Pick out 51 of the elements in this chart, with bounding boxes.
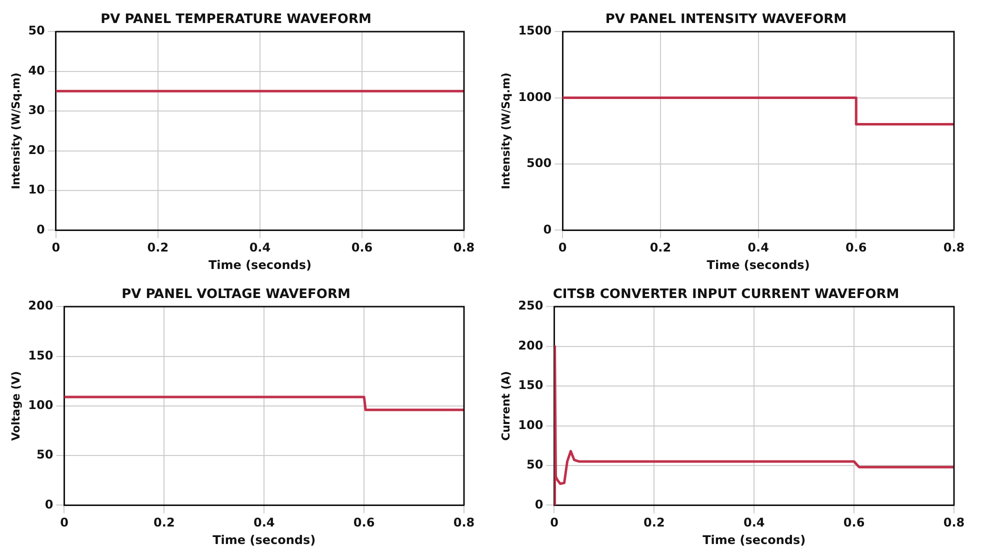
x-tick-label: 0.4	[743, 516, 765, 530]
x-tick-label: 0.6	[843, 516, 865, 530]
x-tick-label: 0.6	[846, 240, 867, 255]
y-axis-title: Voltage (V)	[9, 371, 22, 441]
x-axis-title: Time (seconds)	[706, 258, 810, 272]
y-tick-label: 20	[28, 142, 45, 157]
x-tick-label: 0	[558, 240, 567, 255]
chart-title: CITSB CONVERTER INPUT CURRENT WAVEFORM	[552, 287, 900, 302]
y-tick-label: 150	[518, 378, 544, 392]
y-tick-label: 50	[28, 24, 45, 38]
y-tick-label: 0	[534, 497, 544, 512]
x-tick-label: 0.8	[453, 240, 475, 255]
y-axis-title: Intensity (W/Sq.m)	[9, 72, 22, 190]
y-tick-label: 0	[36, 222, 45, 236]
y-tick-label: 100	[28, 398, 54, 412]
x-tick-label: 0.8	[453, 516, 475, 530]
y-tick-label: 1000	[518, 90, 552, 104]
y-tick-label: 10	[28, 182, 45, 197]
x-tick-label: 0.4	[249, 240, 271, 255]
x-tick-label: 0.2	[644, 516, 665, 530]
x-tick-label: 0.2	[147, 240, 169, 255]
x-tick-label: 0.2	[154, 516, 175, 530]
y-tick-label: 150	[28, 348, 54, 362]
chart-title: PV PANEL VOLTAGE WAVEFORM	[122, 287, 350, 302]
y-tick-label: 50	[36, 448, 54, 462]
y-tick-label: 0	[543, 222, 552, 236]
y-tick-label: 0	[44, 497, 54, 512]
y-tick-label: 200	[28, 298, 54, 313]
x-tick-label: 0.8	[943, 516, 965, 530]
x-tick-label: 0.6	[353, 516, 375, 530]
x-tick-label: 0	[60, 516, 68, 530]
y-tick-label: 500	[526, 156, 552, 170]
y-tick-label: 250	[518, 298, 544, 313]
x-axis-title: Time (seconds)	[212, 532, 316, 547]
x-axis-title: Time (seconds)	[208, 258, 312, 272]
y-axis-title: Intensity (W/Sq.m)	[499, 72, 512, 190]
chart-title: PV PANEL INTENSITY WAVEFORM	[605, 12, 847, 28]
y-tick-label: 40	[28, 63, 45, 78]
y-tick-label: 200	[518, 338, 544, 352]
x-tick-label: 0.6	[351, 240, 373, 255]
y-tick-label: 1500	[518, 24, 552, 38]
x-tick-label: 0.8	[943, 240, 965, 255]
x-tick-label: 0.4	[748, 240, 769, 255]
y-tick-label: 30	[28, 103, 45, 118]
x-tick-label: 0.2	[650, 240, 672, 255]
y-axis-title: Current (A)	[499, 371, 512, 441]
y-tick-label: 50	[526, 458, 544, 472]
x-axis-title: Time (seconds)	[702, 532, 806, 547]
x-tick-label: 0.4	[253, 516, 275, 530]
chart-title: PV PANEL TEMPERATURE WAVEFORM	[100, 12, 372, 28]
y-tick-label: 100	[518, 418, 544, 432]
